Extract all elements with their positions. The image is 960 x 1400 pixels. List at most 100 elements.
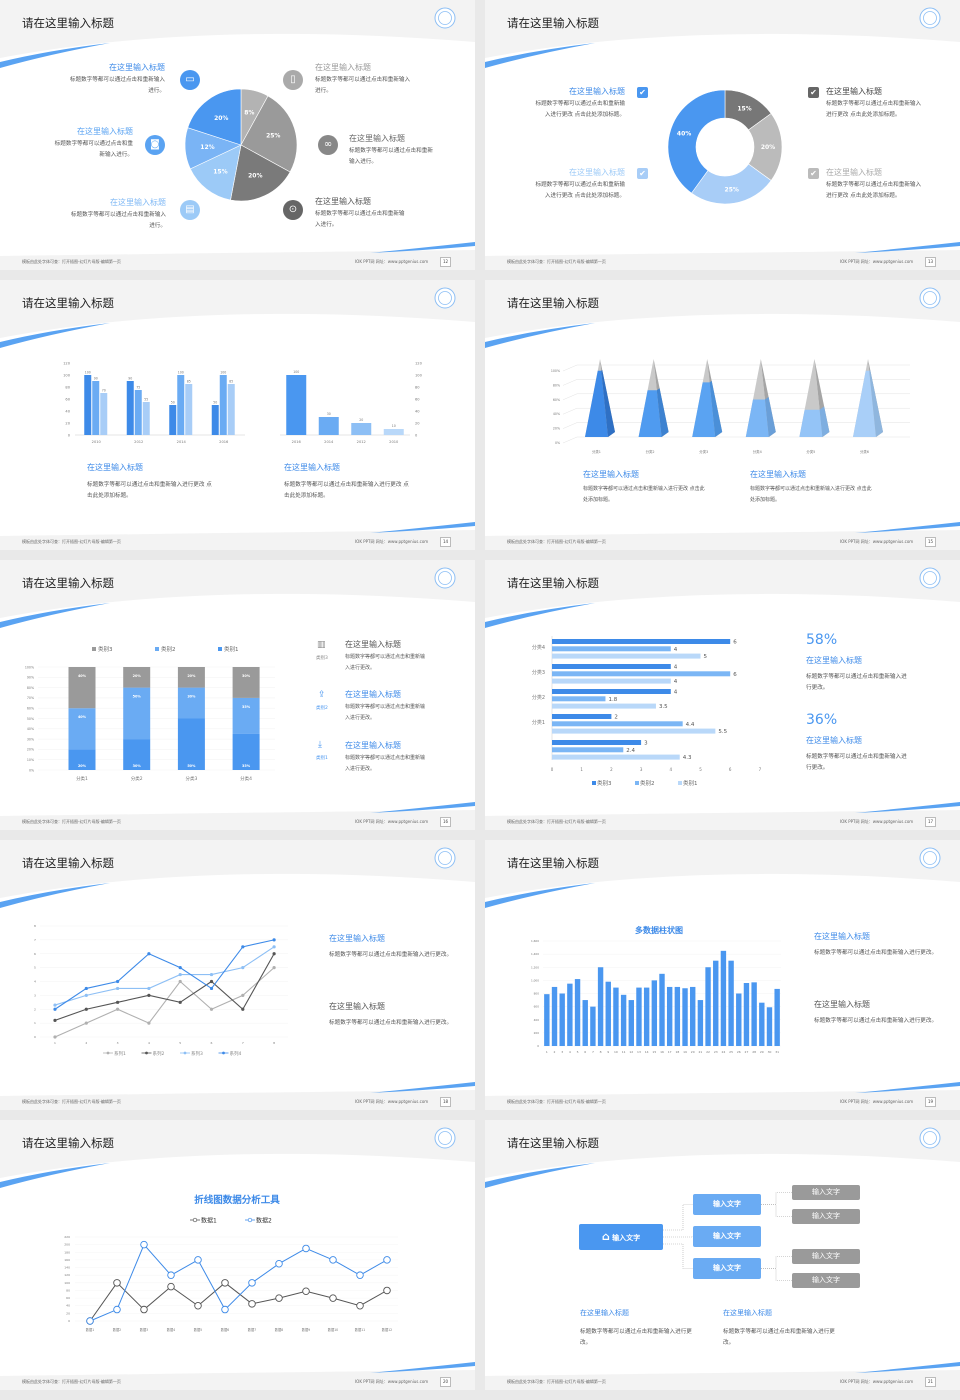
slide-multi-bar-chart[interactable]: 多数据柱状图 0 200 400 600 800 1,000 1,200 1,400 1,600 1… bbox=[485, 840, 960, 1110]
checkbox-checked[interactable]: ✔ bbox=[637, 87, 648, 98]
tick-label: 2 bbox=[34, 1007, 36, 1011]
tick-label: 8 bbox=[34, 924, 36, 928]
pie-chart: 8% 25% 20% 15% 12% 20% bbox=[184, 88, 298, 202]
slide-stacked-chart[interactable]: 0% 10% 20% 30% 40% 50% 60% 70% 80% 90% 100% 20% 40% 4… bbox=[0, 560, 475, 830]
data-point bbox=[329, 1294, 337, 1302]
data-label: 100 bbox=[85, 371, 91, 375]
data-point bbox=[116, 979, 120, 984]
data-point bbox=[53, 1035, 57, 1039]
data-point bbox=[178, 966, 182, 970]
data-point bbox=[167, 1271, 175, 1279]
phone-icon: ▯ bbox=[283, 70, 303, 90]
data-label: 2 bbox=[614, 715, 618, 721]
category-label: 17 bbox=[668, 1050, 672, 1054]
item-label: 类别3 bbox=[316, 656, 328, 661]
tick-label: 0% bbox=[555, 441, 560, 445]
footer-note: 模板由此处字体可查：打开插图-幻灯片母版-编辑第一页 bbox=[22, 1099, 121, 1104]
data-label: 50 bbox=[213, 401, 217, 405]
data-label: 75 bbox=[136, 386, 140, 390]
item-title: 在这里输入标题 bbox=[109, 63, 165, 72]
tree-node[interactable]: 输入文字 bbox=[693, 1194, 761, 1215]
category-label: 27 bbox=[745, 1050, 749, 1054]
bar bbox=[713, 960, 719, 1046]
tick-label: 60 bbox=[66, 1296, 70, 1300]
item-title: 在这里输入标题 bbox=[77, 127, 133, 136]
bar bbox=[92, 381, 100, 435]
tick-label: 800 bbox=[534, 992, 540, 996]
category-label: 数据10 bbox=[328, 1327, 338, 1332]
tree-leaf[interactable]: 输入文字 bbox=[792, 1249, 860, 1264]
item-title: 在这里输入标题 bbox=[826, 168, 882, 177]
bar bbox=[552, 696, 606, 702]
slide-tree-diagram[interactable]: ⌂ 输入文字 输入文字 输入文字 输入文字 输入文字 输入文字 输入文字 输入文… bbox=[485, 1120, 960, 1390]
data-point bbox=[178, 979, 182, 984]
pyramid-bar bbox=[692, 382, 716, 437]
slide-horizontal-bar-chart[interactable]: 6 4 5 分类4 4 6 4 分类3 4 1.8 3.5 分类2 2 4.4 5.5 分类1 3 2.4 4.3 0… bbox=[485, 560, 960, 830]
data-point bbox=[302, 1287, 310, 1295]
slide-donut[interactable]: 15% 20% 25% 40% 在这里输入标题 标题数字等都可以通过点击和重新输入进行… bbox=[485, 0, 960, 270]
tree-leaf[interactable]: 输入文字 bbox=[792, 1185, 860, 1200]
slice-label: 25% bbox=[725, 186, 739, 193]
category-label: 数据3 bbox=[140, 1327, 148, 1332]
data-point bbox=[383, 1286, 391, 1295]
legend-marker bbox=[247, 1217, 253, 1223]
slide-line-chart[interactable]: 0 1 2 3 4 5 6 7 8 1 2 3 4 5 6 7 8 系列1 系列2 系列3 系列4 在这里输入标题 标题… bbox=[0, 840, 475, 1110]
tick-label: 1 bbox=[580, 767, 583, 772]
slide-pie[interactable]: 8% 25% 20% 15% 12% 20% 在这里输入标题 标题数字等都可以通过点击和重… bbox=[0, 0, 475, 270]
bar bbox=[142, 402, 150, 435]
slide-column-charts[interactable]: 0 20 40 60 80 100 120 100 90 70 2010 90 75 55 2012 50 10… bbox=[0, 280, 475, 550]
logo-emblem bbox=[438, 851, 452, 865]
category-label: 数据7 bbox=[248, 1327, 256, 1332]
data-label: 30% bbox=[187, 695, 196, 699]
tick-label: 0% bbox=[29, 768, 34, 772]
data-label: 20% bbox=[78, 764, 87, 768]
bar bbox=[690, 986, 696, 1046]
item-label: 类别2 bbox=[316, 706, 328, 711]
bar-segment bbox=[123, 739, 151, 770]
tick-label: 80 bbox=[415, 386, 420, 390]
slice-label: 20% bbox=[761, 144, 775, 151]
data-point bbox=[209, 979, 214, 984]
bar bbox=[383, 429, 404, 435]
data-point bbox=[147, 952, 151, 956]
data-point bbox=[140, 1240, 148, 1249]
checkbox-checked[interactable]: ✔ bbox=[808, 168, 819, 179]
bar bbox=[552, 671, 731, 677]
tick-label: 180 bbox=[64, 1250, 70, 1254]
item-body: 标题数字等都可以通过点击和重新输入进行。 bbox=[70, 212, 166, 229]
logo-emblem bbox=[438, 291, 452, 305]
tree-leaf[interactable]: 输入文字 bbox=[792, 1209, 860, 1224]
data-label: 6 bbox=[733, 640, 737, 646]
bar-segment bbox=[68, 708, 96, 750]
logo-emblem bbox=[923, 1131, 937, 1145]
bar bbox=[227, 384, 235, 435]
slide-line-analysis[interactable]: 折线图数据分析工具 0 20 40 60 80 100 120 140 160 180 200 220 数… bbox=[0, 1120, 475, 1390]
data-point bbox=[167, 1282, 175, 1291]
legend-label: 类别1 bbox=[224, 645, 239, 653]
series-line bbox=[54, 946, 275, 1006]
slide-pyramid-chart[interactable]: 0% 20% 40% 60% 80% 100% 分类1 分类2 分类3 分类4 分类5 分类6 在这里… bbox=[485, 280, 960, 550]
tree-node[interactable]: 输入文字 bbox=[693, 1226, 761, 1247]
tree-root[interactable]: ⌂ 输入文字 bbox=[579, 1224, 663, 1250]
category-label: 21 bbox=[698, 1050, 702, 1054]
item-title: 在这里输入标题 bbox=[806, 736, 862, 745]
tree-leaf[interactable]: 输入文字 bbox=[792, 1273, 860, 1288]
tick-label: 1,400 bbox=[531, 952, 539, 956]
tick-label: 60% bbox=[27, 707, 34, 711]
slide-title: 请在这里输入标题 bbox=[22, 16, 114, 30]
bar bbox=[552, 653, 701, 659]
data-label: 30% bbox=[242, 674, 251, 678]
checkbox-checked[interactable]: ✔ bbox=[637, 168, 648, 179]
bar bbox=[552, 664, 671, 669]
checkbox-checked[interactable]: ✔ bbox=[808, 87, 819, 98]
tick-label: 100% bbox=[551, 369, 560, 373]
data-label: 20% bbox=[133, 674, 142, 678]
footer-note: 模板由此处字体可查：打开插图-幻灯片母版-编辑第一页 bbox=[507, 1379, 606, 1384]
tick-label: 0 bbox=[34, 1035, 36, 1039]
logo-emblem bbox=[434, 1127, 456, 1149]
bar bbox=[552, 678, 671, 684]
tree-node[interactable]: 输入文字 bbox=[693, 1258, 761, 1279]
item-title: 在这里输入标题 bbox=[814, 932, 870, 941]
data-label: 30 bbox=[327, 412, 331, 416]
item-title: 在这里输入标题 bbox=[315, 197, 371, 206]
